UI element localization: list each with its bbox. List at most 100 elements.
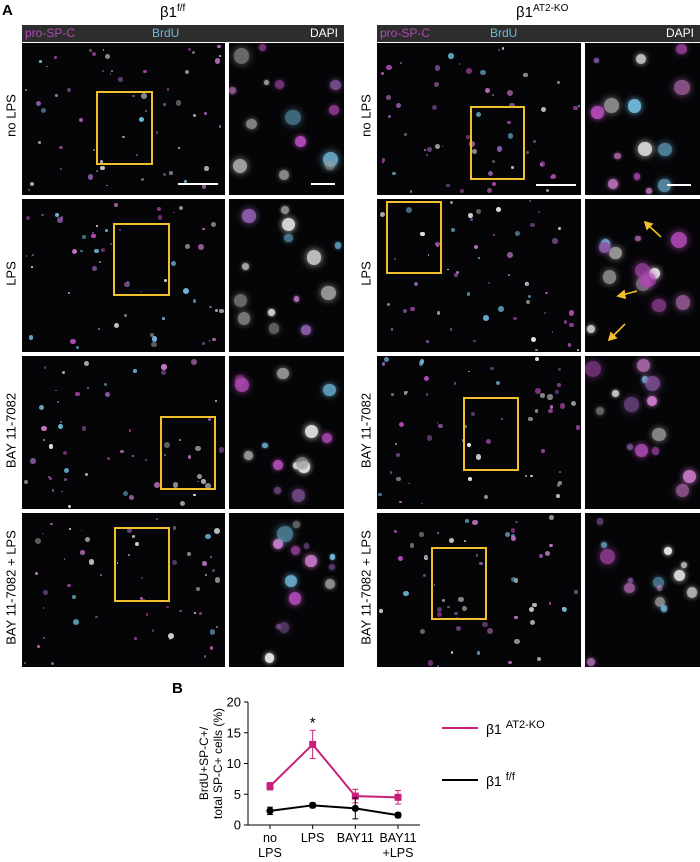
left-row-label-lps: LPS xyxy=(3,261,19,286)
cell-dot xyxy=(70,338,77,345)
cell-dot xyxy=(676,483,690,497)
cell-dot xyxy=(465,68,472,74)
cell-dot xyxy=(501,46,505,50)
cell-dot xyxy=(179,609,182,612)
cell-dot xyxy=(208,340,211,342)
cell-dot xyxy=(403,309,408,314)
cell-dot xyxy=(78,117,83,122)
cell-dot xyxy=(24,662,27,665)
cell-dot xyxy=(157,215,162,220)
cell-dot xyxy=(465,519,469,523)
y-tick-label: 20 xyxy=(227,695,241,710)
y-axis-title-line: total SP-C+ cells (%) xyxy=(211,708,225,819)
cell-dot xyxy=(642,273,656,287)
cell-dot xyxy=(419,532,424,537)
cell-dot xyxy=(166,606,169,609)
cell-dot xyxy=(403,590,410,597)
cell-dot xyxy=(123,281,130,288)
cell-dot xyxy=(595,407,604,416)
cell-dot xyxy=(528,416,533,422)
cell-dot xyxy=(294,135,306,147)
cell-dot xyxy=(541,106,547,112)
cell-dot xyxy=(48,476,50,478)
cell-dot xyxy=(219,308,224,313)
micrograph-ko-no-lps-zoom xyxy=(585,43,700,195)
cell-dot xyxy=(163,442,170,448)
cell-dot xyxy=(507,121,511,125)
cell-dot xyxy=(511,536,517,542)
cell-dot xyxy=(218,125,221,128)
cell-dot xyxy=(390,328,393,331)
cell-dot xyxy=(495,381,500,386)
cell-dot xyxy=(585,361,602,377)
cell-dot xyxy=(321,285,336,301)
cell-dot xyxy=(558,367,562,371)
cell-dot xyxy=(476,554,479,557)
cell-dot xyxy=(163,279,167,282)
cell-dot xyxy=(216,44,221,49)
cell-dot xyxy=(67,87,71,92)
cell-dot xyxy=(123,313,127,317)
cell-dot xyxy=(557,227,561,230)
cell-dot xyxy=(463,424,468,428)
cell-dot xyxy=(468,477,472,481)
cell-dot xyxy=(49,477,53,480)
micrograph-ko-lps-zoom xyxy=(585,199,700,352)
cell-dot xyxy=(537,211,540,214)
cell-dot xyxy=(204,112,207,116)
cell-dot xyxy=(648,267,661,280)
cell-dot xyxy=(290,545,301,556)
cell-dot xyxy=(686,586,698,598)
cell-dot xyxy=(434,82,439,87)
cell-dot xyxy=(567,342,572,347)
cell-dot xyxy=(68,291,70,294)
arrow-icon xyxy=(647,224,662,238)
cell-dot xyxy=(237,312,251,325)
cell-dot xyxy=(382,158,386,162)
cell-dot xyxy=(105,229,108,233)
cell-dot xyxy=(214,528,220,534)
cell-dot xyxy=(68,527,72,531)
cell-dot xyxy=(555,390,560,395)
cell-dot xyxy=(170,261,176,267)
cell-dot xyxy=(540,393,545,398)
cell-dot xyxy=(123,491,129,497)
cell-dot xyxy=(468,370,470,373)
cell-dot xyxy=(102,49,105,51)
yellow-arrows xyxy=(607,220,662,342)
cell-dot xyxy=(455,625,461,631)
y-tick-label: 10 xyxy=(227,756,241,771)
cell-dot xyxy=(500,418,503,421)
cell-dot xyxy=(508,274,511,277)
cell-dot xyxy=(466,135,471,140)
cell-dot xyxy=(486,438,492,445)
right-channel-header: pro-SP-C BrdU DAPI xyxy=(377,25,700,42)
cell-dot xyxy=(171,559,177,565)
cell-dot xyxy=(198,244,205,250)
cell-dot xyxy=(392,171,396,176)
cell-dot xyxy=(232,158,247,173)
cell-dot xyxy=(614,152,621,160)
cell-dot xyxy=(187,551,192,556)
cell-dot xyxy=(509,102,515,108)
cell-dot xyxy=(449,201,453,205)
cell-dot xyxy=(634,444,648,458)
arrow-head-icon xyxy=(607,331,618,342)
cell-dot xyxy=(241,209,256,223)
cell-dot xyxy=(497,48,501,52)
cell-dot xyxy=(268,309,275,316)
cell-dot xyxy=(458,596,464,602)
cell-dot xyxy=(242,262,250,271)
y-axis-title-line: BrdU+SP-C+/ xyxy=(197,726,211,800)
cell-dot xyxy=(528,295,531,298)
cell-dot xyxy=(67,504,72,509)
cell-dot xyxy=(408,482,411,485)
cell-dot xyxy=(179,205,184,210)
cell-dot xyxy=(525,300,530,305)
cell-dot xyxy=(529,606,535,612)
cell-dot xyxy=(425,393,428,396)
scale-bar xyxy=(178,183,218,185)
cell-dot xyxy=(133,369,137,373)
cell-dot xyxy=(468,213,473,218)
cell-dot xyxy=(30,458,36,464)
